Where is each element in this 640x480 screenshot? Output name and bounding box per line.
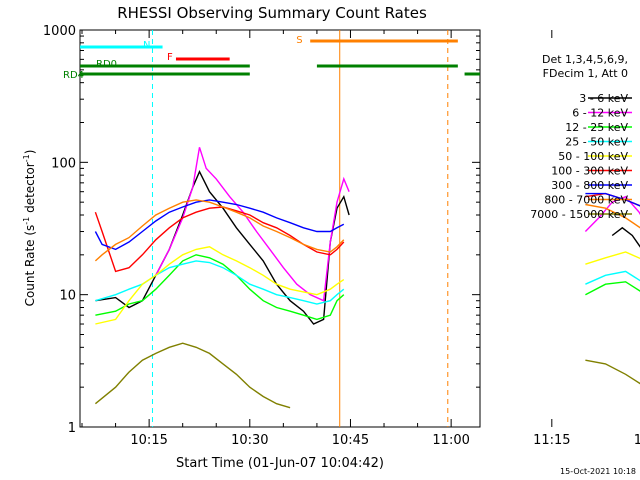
plot-area: N F S RD0 RD4 10:15 10:30 10:45 11:00 11:15 11:30… [43, 24, 640, 448]
y-tick-label-4: 1000 [43, 24, 76, 39]
y-tick-label-1: 1 [68, 421, 76, 436]
y-axis-label-sup2: -1 [22, 154, 31, 162]
series-line-7 [94, 192, 640, 251]
flag-label-rd0: RD0 [96, 59, 117, 70]
legend-entry-9: 7000 - 15000 keV [530, 208, 628, 221]
y-axis-label-sup1: -1 [22, 217, 31, 225]
y-axis-label: Count Rate (s-1 detector-1) [22, 150, 37, 307]
vertical-markers [151, 30, 449, 427]
y-tick-label-3: 100 [51, 156, 76, 171]
flag-label-n: N [143, 40, 150, 51]
legend-entry-8: 800 - 7000 keV [544, 194, 628, 207]
chart-title: RHESSI Observing Summary Count Rates [117, 4, 427, 22]
legend-entry-2: 6 - 12 keV [572, 107, 628, 120]
legend-entry-5: 50 - 100 keV [558, 150, 628, 163]
series-line-1 [95, 170, 640, 325]
x-tick-label-1: 10:15 [130, 433, 167, 448]
flag-label-rd4: RD4 [63, 70, 84, 81]
legend-entry-6: 100 - 300 keV [551, 165, 628, 178]
y-tick-label-2: 10 [59, 289, 76, 304]
x-axis-ticks: 10:15 10:30 10:45 11:00 11:15 11:30 [81, 30, 640, 448]
flag-bars: N F S RD0 RD4 [63, 35, 480, 81]
x-tick-label-4: 11:00 [432, 433, 469, 448]
x-tick-label-2: 10:30 [231, 433, 268, 448]
x-tick-label-6: 11:30 [634, 433, 640, 448]
legend-header-1: Det 1,3,4,5,6,9, [542, 53, 628, 66]
legend: Det 1,3,4,5,6,9, FDecim 1, Att 0 3 - 6 k… [530, 53, 632, 221]
series-lines [94, 147, 640, 409]
flag-label-s: S [296, 35, 302, 46]
legend-entry-4: 25 - 50 keV [565, 136, 628, 149]
footer-date: 15-Oct-2021 10:18 [560, 467, 636, 476]
legend-entry-7: 300 - 800 keV [551, 179, 628, 192]
series-line-8 [94, 199, 640, 262]
plot-frame [79, 29, 481, 428]
y-axis-ticks: 1 10 100 1000 [43, 24, 480, 436]
series-line-3 [95, 254, 640, 321]
legend-header-2: FDecim 1, Att 0 [543, 67, 628, 80]
series-line-5 [95, 246, 640, 325]
series-line-2 [155, 147, 640, 302]
x-axis-label: Start Time (01-Jun-07 10:04:42) [176, 456, 384, 471]
x-tick-label-5: 11:15 [533, 433, 570, 448]
legend-entry-3: 12 - 25 keV [565, 121, 628, 134]
x-tick-label-3: 10:45 [332, 433, 369, 448]
flag-label-f: F [167, 52, 173, 63]
y-axis-label-end: ) [23, 150, 37, 155]
legend-entry-1: 3 - 6 keV [579, 92, 628, 105]
series-line-9 [94, 342, 640, 409]
y-axis-label-main: Count Rate (s [23, 225, 37, 307]
y-axis-label-mid: detector [23, 162, 37, 217]
